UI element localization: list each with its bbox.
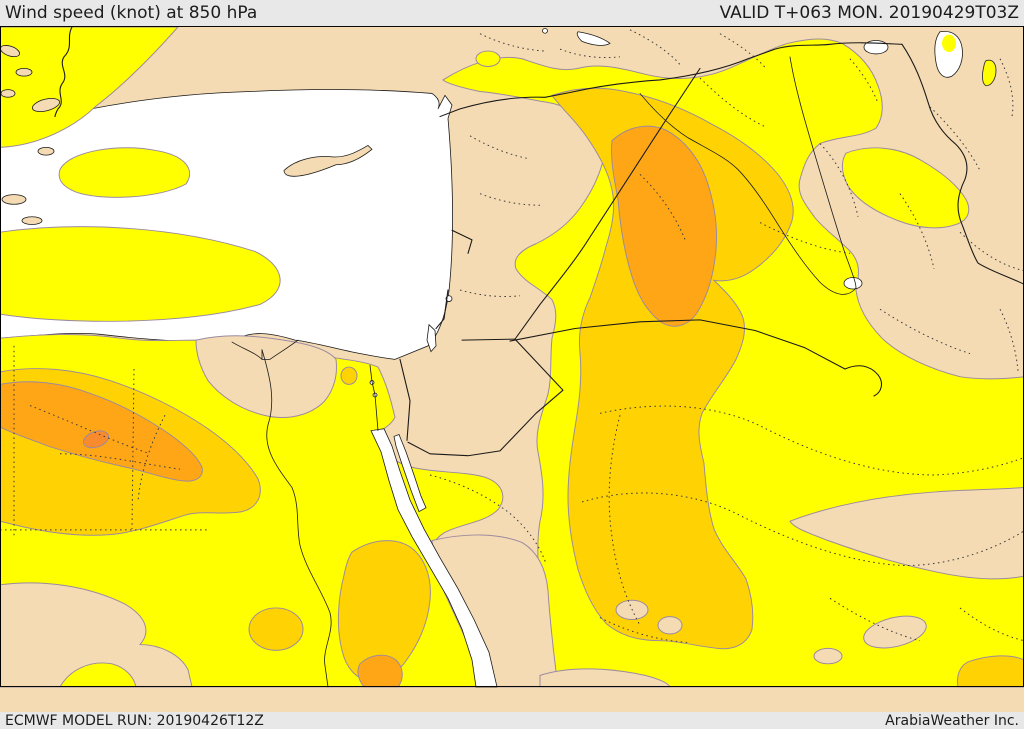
wind-region-orange-south-spot bbox=[357, 654, 403, 688]
low-wind-patches bbox=[0, 335, 1024, 688]
country-borders bbox=[54, 26, 1024, 688]
weather-map bbox=[0, 26, 1024, 688]
aegean-island-5 bbox=[1, 194, 27, 205]
wind-region-core-egypt bbox=[82, 430, 110, 449]
wind-region-med-west bbox=[58, 147, 191, 198]
lake-van bbox=[863, 40, 889, 55]
jordan-river-line bbox=[435, 289, 449, 330]
lake-urmia-wind bbox=[942, 34, 956, 53]
nile-delta-branch-east bbox=[261, 339, 299, 360]
map-title: Wind speed (knot) at 850 hPa bbox=[5, 3, 258, 23]
wind-region-med-band bbox=[0, 226, 281, 322]
wind-region-yellow-spot-turkey bbox=[475, 50, 501, 67]
wind-region-aegean bbox=[0, 26, 180, 148]
syria-iraq-border bbox=[514, 67, 701, 340]
model-run-label: ECMWF MODEL RUN: 20190426T12Z bbox=[5, 712, 264, 729]
aegean-island-6 bbox=[21, 216, 43, 225]
patch-island-1 bbox=[863, 615, 927, 649]
wind-regions-over-sea bbox=[0, 26, 281, 322]
valid-time-label: VALID T+063 MON. 20190429T03Z bbox=[719, 3, 1019, 23]
wind-region-gold-nile-spot bbox=[340, 366, 358, 385]
aegean-island-2 bbox=[15, 68, 33, 77]
wind-region-teardrop bbox=[982, 59, 997, 87]
aegean-island-4 bbox=[31, 98, 61, 112]
jordan-saudi-border bbox=[407, 338, 564, 457]
tigris-river bbox=[789, 56, 857, 289]
patch-island-2 bbox=[813, 647, 843, 665]
jordan-syria-border bbox=[461, 338, 516, 341]
aegean-island-3 bbox=[0, 89, 16, 98]
footer-bar: ECMWF MODEL RUN: 20190426T12Z ArabiaWeat… bbox=[0, 712, 1024, 729]
lake-ataturk bbox=[576, 31, 611, 46]
patch-sw-egypt-yellow-wedge bbox=[59, 662, 137, 688]
suez-canal bbox=[369, 364, 379, 432]
turkey-syria-border bbox=[439, 42, 903, 118]
iraq-saudi-border bbox=[509, 319, 846, 370]
turkey-west-coast bbox=[54, 26, 73, 118]
euphrates-river bbox=[639, 93, 857, 295]
patch-hole-1 bbox=[657, 616, 683, 635]
lake-tuz bbox=[542, 28, 548, 34]
wind-region-iraq-saudi-gold bbox=[551, 87, 794, 650]
iran-iraq-border bbox=[901, 43, 1024, 285]
dead-sea bbox=[426, 323, 437, 353]
brand-label: ArabiaWeather Inc. bbox=[885, 712, 1019, 729]
patch-sw-egypt bbox=[0, 582, 193, 688]
wind-region-iran-cigar bbox=[841, 147, 970, 229]
wind-region-gold-corner-se bbox=[957, 655, 1024, 688]
aegean-island-7 bbox=[37, 147, 55, 156]
admin-boundaries bbox=[0, 29, 1024, 644]
wind-region-gold-spot-south bbox=[248, 607, 304, 651]
patch-gulf-tan bbox=[789, 487, 1024, 580]
header-bar: Wind speed (knot) at 850 hPa VALID T+063… bbox=[0, 0, 1024, 26]
egypt-israel-border bbox=[399, 358, 411, 441]
wind-region-iraq-orange bbox=[611, 125, 717, 327]
patch-nile-delta bbox=[195, 335, 337, 418]
lebanon-border bbox=[451, 229, 473, 254]
gulf-of-aqaba bbox=[393, 434, 427, 513]
islands bbox=[0, 45, 373, 225]
cyprus bbox=[283, 144, 373, 177]
hawizeh-marsh bbox=[843, 277, 863, 290]
patch-bottom-center bbox=[539, 668, 671, 688]
kuwait-border bbox=[844, 365, 883, 397]
nile-river bbox=[261, 349, 332, 688]
